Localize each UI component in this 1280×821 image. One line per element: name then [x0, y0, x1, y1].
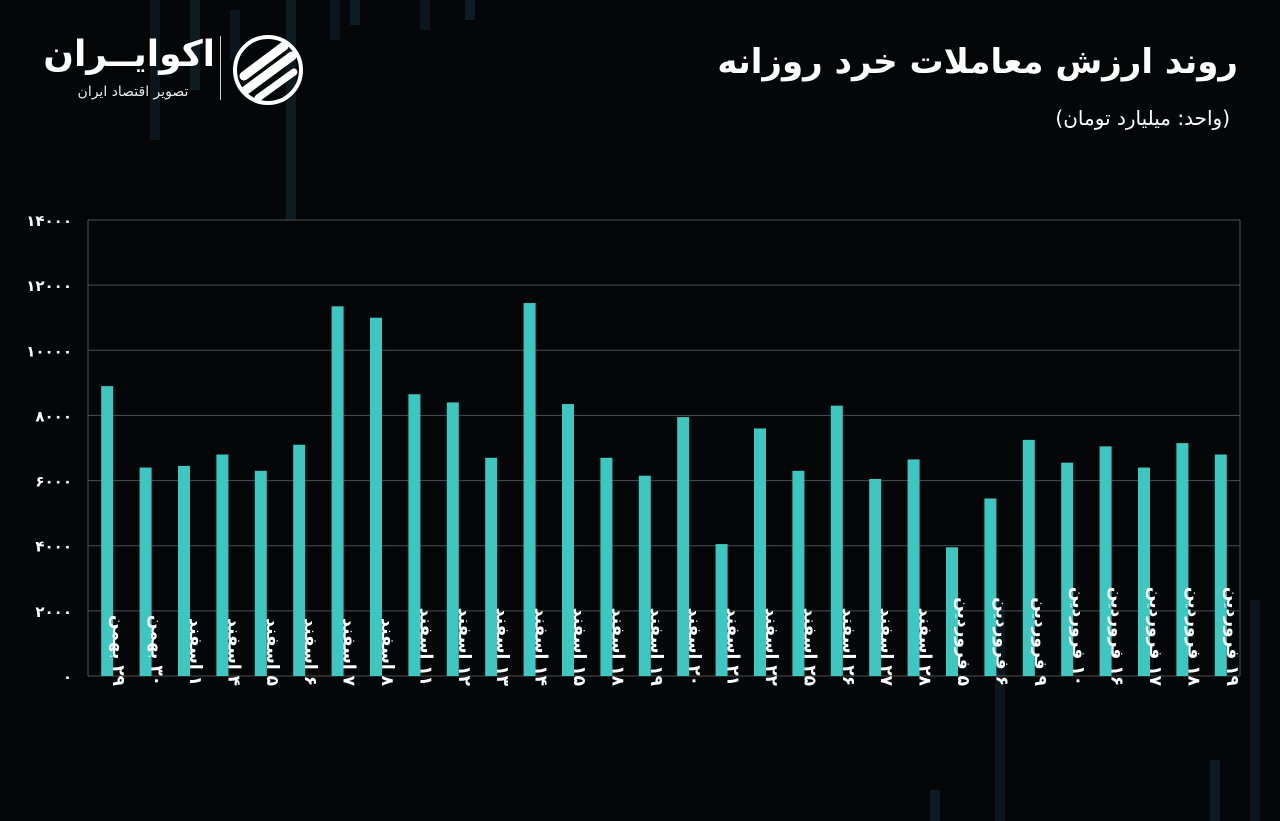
x-tick-label: ۸ اسفند [377, 618, 397, 686]
bar [907, 459, 920, 676]
y-tick-label: ۲۰۰۰ [35, 603, 72, 621]
x-tick-label: ۱ اسفند [185, 618, 205, 686]
x-tick-label: ۱۳ اسفند [492, 608, 512, 687]
swirl-logo-icon [233, 35, 303, 105]
background-candle [230, 10, 240, 60]
bar [600, 457, 613, 676]
background-candle [286, 0, 296, 220]
x-tick-label: ۱۴ اسفند [531, 608, 551, 686]
background-candle [330, 0, 340, 40]
x-tick-label: ۵ اسفند [262, 618, 282, 686]
bar [984, 498, 997, 676]
background-candle [420, 0, 430, 30]
x-tick-label: ۶ اسفند [300, 618, 320, 686]
x-tick-label: ۲۸ اسفند [915, 608, 935, 687]
bar [446, 402, 459, 676]
brand-tagline: تصویر اقتصاد ایران [77, 84, 189, 100]
x-tick-label: ۱۷ فروردین [1145, 587, 1165, 687]
background-candle [1210, 760, 1220, 821]
background-candle [1250, 600, 1260, 821]
bar [1061, 462, 1074, 676]
bar [946, 547, 958, 676]
bar [523, 303, 536, 676]
bar [562, 404, 574, 676]
bar [293, 444, 306, 676]
x-tick-label: ۲۰ اسفند [684, 608, 704, 686]
bar [178, 465, 190, 676]
bar [254, 470, 267, 676]
y-tick-label: ۰ [63, 668, 72, 686]
y-tick-label: ۱۴۰۰۰ [26, 212, 72, 230]
background-candle [150, 0, 160, 140]
bar [370, 317, 382, 676]
x-tick-label: ۹ فروردین [1030, 597, 1050, 686]
bar [1214, 454, 1227, 676]
bar [830, 405, 843, 676]
bar [638, 475, 651, 676]
x-tick-label: ۲۲ اسفند [761, 608, 781, 687]
x-tick-label: ۱۹ فروردین [1222, 587, 1242, 687]
logo-divider [220, 36, 221, 100]
bar [869, 478, 882, 676]
bar [792, 470, 805, 676]
x-tick-label: ۱۲ اسفند [454, 608, 474, 687]
x-tick-label: ۳۰ بهمن [147, 615, 167, 686]
y-tick-label: ۴۰۰۰ [35, 538, 72, 556]
x-tick-label: ۲۶ اسفند [838, 608, 858, 686]
bar [408, 394, 421, 676]
background-candle [930, 790, 940, 821]
brand-logo: اکوایــران تصویر اقتصاد ایران [40, 30, 320, 110]
bar [1176, 443, 1189, 676]
x-tick-label: ۲۷ اسفند [876, 608, 896, 687]
background-candle [190, 0, 200, 90]
y-tick-label: ۶۰۰۰ [35, 473, 72, 491]
x-tick-label: ۲۵ اسفند [799, 608, 819, 686]
bar [715, 544, 728, 676]
chart-title: روند ارزش معاملات خرد روزانه [717, 42, 1238, 82]
x-tick-label: ۱۹ اسفند [646, 608, 666, 687]
x-tick-label: ۲۱ اسفند [723, 608, 743, 686]
x-tick-label: ۷ اسفند [339, 618, 359, 686]
x-tick-label: ۵ فروردین [953, 597, 973, 686]
brand-name: اکوایــران [43, 34, 215, 75]
bar [139, 467, 152, 676]
x-tick-label: ۴ اسفند [223, 618, 243, 686]
background-candle [350, 0, 360, 25]
x-tick-label: ۶ فروردین [991, 597, 1011, 686]
bar [1138, 467, 1150, 676]
bar [216, 454, 229, 676]
bar [677, 417, 690, 676]
bar [1022, 439, 1035, 676]
background-candle [995, 600, 1005, 821]
bar [101, 386, 114, 676]
chart-unit-subtitle: (واحد: میلیارد تومان) [1055, 106, 1230, 130]
x-tick-label: ۱۵ اسفند [569, 608, 589, 686]
bar [754, 428, 766, 676]
bar [1099, 446, 1112, 676]
y-tick-label: ۱۲۰۰۰ [26, 277, 72, 295]
x-tick-label: ۱۸ اسفند [607, 608, 627, 687]
x-tick-label: ۲۹ بهمن [108, 615, 128, 687]
background-candle [465, 0, 475, 20]
y-tick-label: ۸۰۰۰ [35, 407, 72, 425]
y-tick-label: ۱۰۰۰۰ [26, 342, 72, 360]
x-tick-label: ۱۱ اسفند [415, 608, 435, 686]
bar [485, 457, 498, 676]
x-tick-label: ۱۰ فروردین [1068, 587, 1088, 686]
x-tick-label: ۱۶ فروردین [1107, 587, 1127, 686]
bar [331, 306, 344, 676]
x-tick-label: ۱۸ فروردین [1183, 587, 1203, 687]
